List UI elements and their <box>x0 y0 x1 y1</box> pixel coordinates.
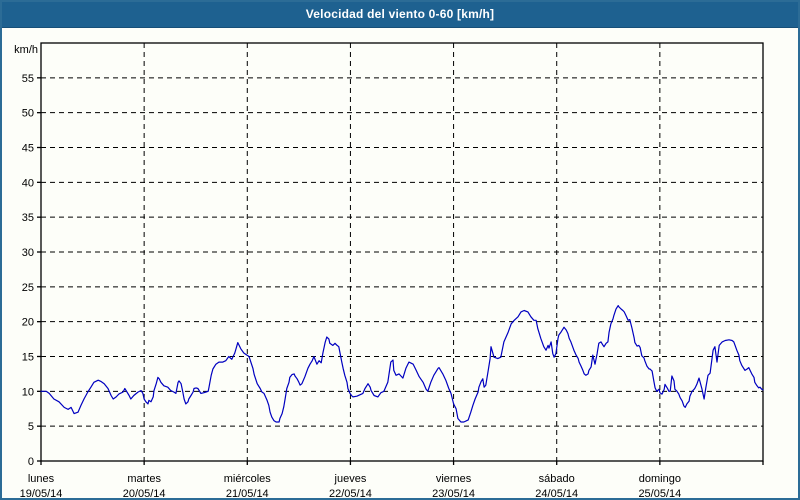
x-day-date-label: 19/05/14 <box>20 488 63 500</box>
y-tick-label: 5 <box>28 421 34 433</box>
x-day-date-label: 24/05/14 <box>535 488 578 500</box>
y-tick-label: 15 <box>22 352 34 364</box>
x-day-date-label: 20/05/14 <box>123 488 166 500</box>
x-day-name-label: sábado <box>539 473 575 485</box>
x-day-name-label: martes <box>127 473 161 485</box>
x-day-date-label: 21/05/14 <box>226 488 269 500</box>
x-day-name-label: jueves <box>334 473 367 485</box>
x-day-date-label: 25/05/14 <box>638 488 681 500</box>
page-title: Velocidad del viento 0-60 [km/h] <box>305 7 495 21</box>
y-tick-label: 20 <box>22 317 34 329</box>
x-day-date-label: 22/05/14 <box>329 488 372 500</box>
y-tick-label: 10 <box>22 386 34 398</box>
x-day-name-label: miércoles <box>224 473 272 485</box>
x-day-date-label: 23/05/14 <box>432 488 475 500</box>
y-tick-label: 45 <box>22 143 34 155</box>
y-tick-label: 30 <box>22 247 34 259</box>
y-axis-unit-label: km/h <box>14 44 38 56</box>
chart-title-bar: Velocidad del viento 0-60 [km/h] <box>2 2 798 28</box>
y-tick-label: 50 <box>22 108 34 120</box>
x-day-name-label: viernes <box>436 473 472 485</box>
y-tick-label: 0 <box>28 456 34 468</box>
y-tick-label: 40 <box>22 177 34 189</box>
y-tick-label: 25 <box>22 282 34 294</box>
y-tick-label: 35 <box>22 212 34 224</box>
x-day-name-label: domingo <box>639 473 681 485</box>
wind-speed-line <box>40 305 764 423</box>
x-day-name-label: lunes <box>28 473 55 485</box>
wind-speed-chart: 0 5 10 15 20 25 30 35 40 45 50 55 km/h lunes 19/05/14 m… <box>14 42 764 500</box>
y-tick-label: 55 <box>22 73 34 85</box>
